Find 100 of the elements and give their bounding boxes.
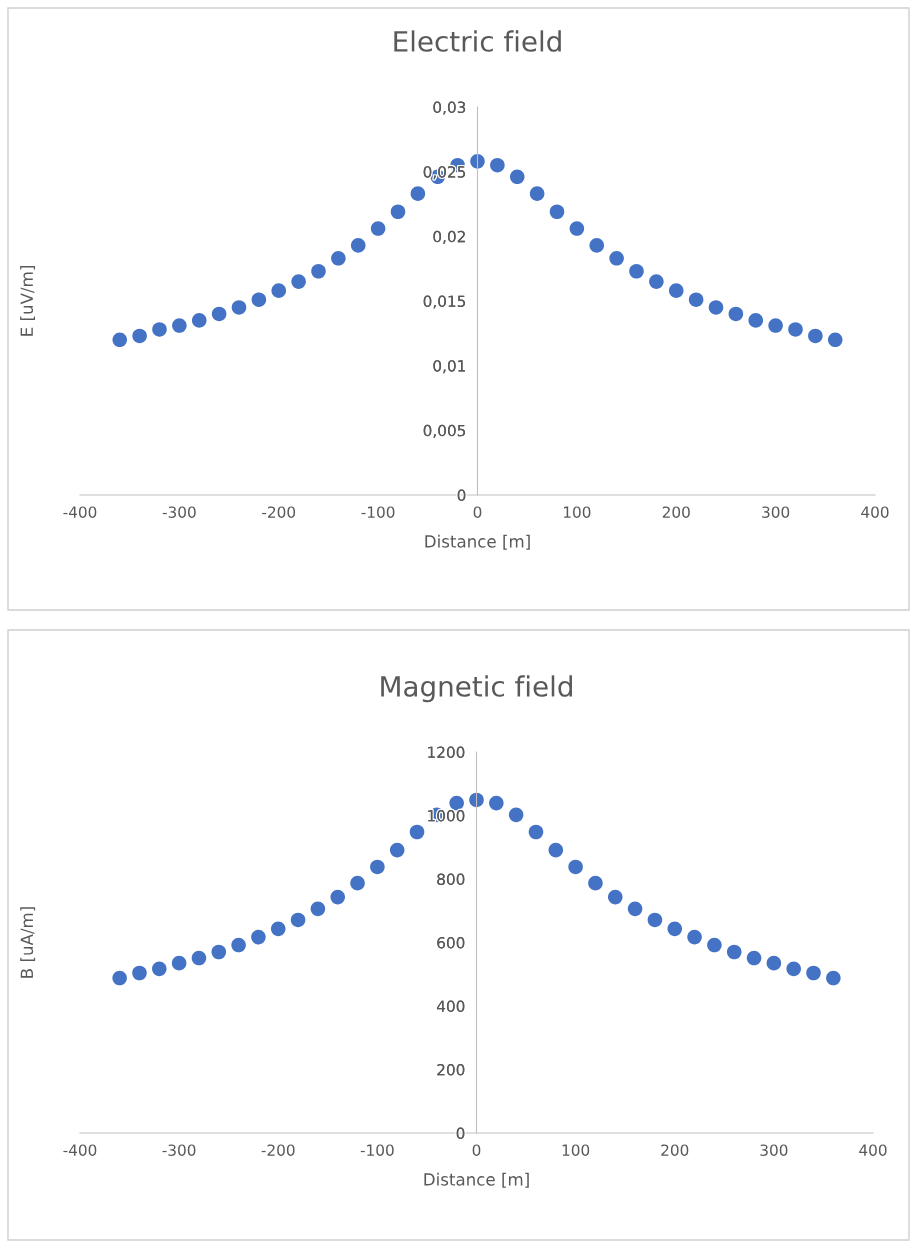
point bbox=[270, 921, 286, 937]
point bbox=[629, 263, 644, 279]
y-tick-label: 800 bbox=[437, 873, 465, 886]
point bbox=[768, 318, 783, 333]
x-tick-label: 0 bbox=[473, 506, 482, 518]
x-tick-label: -300 bbox=[162, 1144, 196, 1156]
point bbox=[668, 283, 684, 298]
chart-title: Magnetic field bbox=[381, 675, 572, 703]
point bbox=[410, 186, 426, 201]
point bbox=[786, 961, 801, 977]
point bbox=[588, 875, 603, 891]
point bbox=[508, 807, 524, 823]
point bbox=[708, 300, 724, 315]
point bbox=[310, 901, 326, 917]
point bbox=[568, 859, 583, 875]
x-tick-label: 100 bbox=[562, 1144, 590, 1156]
point bbox=[350, 238, 366, 253]
point bbox=[707, 937, 722, 953]
point bbox=[409, 824, 425, 840]
point bbox=[152, 322, 167, 337]
chart-title: Electric field bbox=[394, 30, 561, 52]
point bbox=[291, 274, 306, 289]
point bbox=[548, 842, 564, 858]
y-axis-title: B [uA/m] bbox=[20, 907, 36, 978]
point bbox=[191, 950, 207, 966]
x-tick-label: -200 bbox=[261, 1144, 295, 1156]
point bbox=[231, 300, 247, 315]
x-tick-label: 0 bbox=[472, 1144, 481, 1156]
x-tick-label: -100 bbox=[361, 506, 395, 518]
x-tick-label: 400 bbox=[859, 1144, 887, 1156]
point bbox=[370, 221, 386, 236]
point bbox=[726, 944, 742, 960]
point bbox=[490, 157, 505, 173]
point bbox=[647, 912, 663, 928]
point bbox=[529, 186, 545, 201]
point bbox=[746, 950, 762, 966]
x-tick-label: 200 bbox=[661, 1144, 689, 1156]
point bbox=[528, 824, 544, 840]
point bbox=[330, 889, 346, 905]
point bbox=[251, 292, 267, 307]
point bbox=[607, 889, 623, 905]
point bbox=[370, 859, 385, 875]
point bbox=[748, 313, 764, 328]
x-tick-label: -200 bbox=[262, 506, 296, 518]
y-tick-label: 600 bbox=[437, 936, 465, 949]
point bbox=[589, 238, 605, 253]
point bbox=[509, 169, 525, 185]
point bbox=[172, 318, 187, 333]
point bbox=[132, 328, 147, 344]
point bbox=[627, 901, 643, 917]
point bbox=[788, 322, 803, 337]
point bbox=[449, 795, 464, 811]
point bbox=[389, 842, 405, 858]
x-tick-label: 200 bbox=[662, 506, 690, 518]
point bbox=[271, 283, 287, 298]
point bbox=[649, 274, 664, 289]
y-tick-label: 0,01 bbox=[433, 360, 465, 374]
point bbox=[152, 961, 167, 977]
point bbox=[171, 955, 187, 971]
point bbox=[290, 912, 306, 928]
y-tick-label: 0,005 bbox=[423, 424, 466, 438]
y-tick-label: 0 bbox=[457, 489, 466, 502]
x-tick-label: -400 bbox=[63, 1144, 97, 1156]
point bbox=[728, 306, 744, 322]
point bbox=[211, 306, 227, 322]
point bbox=[806, 965, 821, 981]
point bbox=[808, 328, 823, 344]
point bbox=[311, 263, 326, 279]
x-axis-title: Distance [m] bbox=[425, 534, 530, 550]
point bbox=[827, 332, 843, 348]
point bbox=[231, 937, 246, 953]
point bbox=[667, 921, 683, 937]
point bbox=[489, 795, 504, 811]
y-tick-label: 0,02 bbox=[433, 230, 465, 244]
point bbox=[211, 944, 227, 960]
point bbox=[331, 251, 346, 266]
point bbox=[191, 313, 207, 328]
y-axis-title: E [uV/m] bbox=[20, 266, 36, 336]
point bbox=[112, 970, 127, 986]
x-axis-title: Distance [m] bbox=[424, 1172, 529, 1188]
point bbox=[390, 204, 406, 220]
y-tick-label: 0 bbox=[456, 1127, 465, 1140]
x-tick-label: 300 bbox=[762, 506, 790, 518]
point bbox=[470, 154, 485, 169]
point bbox=[569, 221, 585, 236]
point bbox=[549, 204, 565, 220]
x-tick-label: 400 bbox=[861, 506, 889, 518]
y-tick-label: 1200 bbox=[428, 746, 465, 759]
point bbox=[132, 965, 147, 981]
y-tick-label: 0,03 bbox=[433, 101, 466, 115]
point bbox=[766, 955, 782, 971]
point bbox=[112, 332, 128, 348]
y-tick-label: 200 bbox=[437, 1063, 465, 1076]
y-tick-label: 400 bbox=[436, 1000, 465, 1013]
point bbox=[688, 292, 704, 307]
point bbox=[350, 875, 365, 891]
x-tick-label: -100 bbox=[360, 1144, 394, 1156]
x-tick-label: -300 bbox=[162, 506, 196, 518]
point bbox=[609, 251, 624, 266]
x-tick-label: 100 bbox=[563, 506, 591, 518]
